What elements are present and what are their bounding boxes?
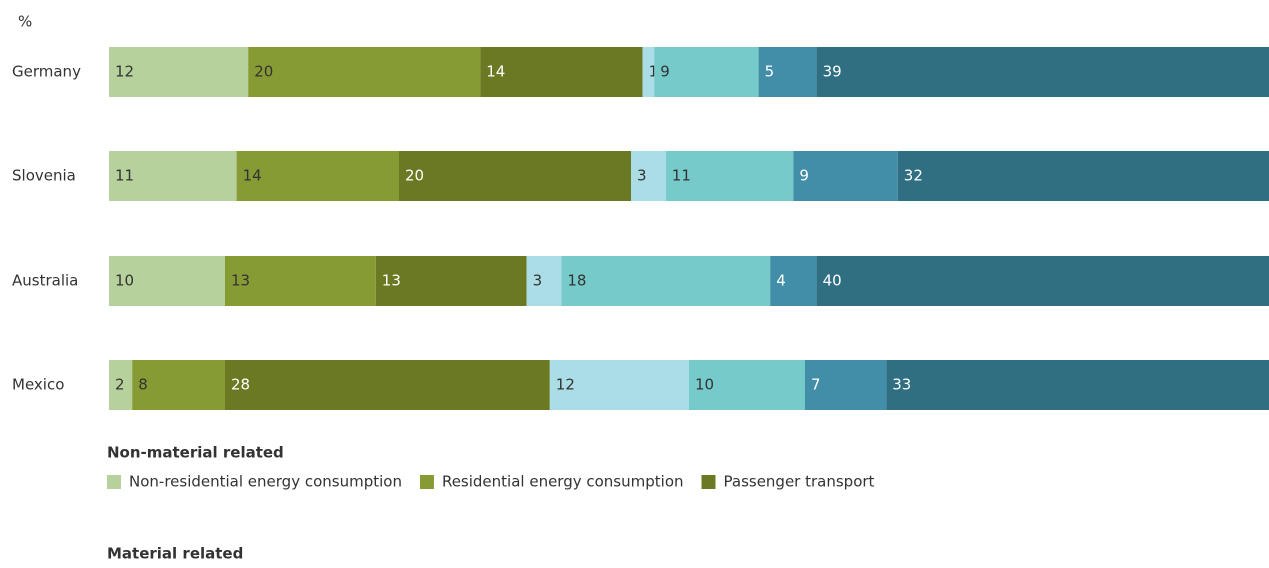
value-label: 39 <box>823 63 842 81</box>
value-label: 18 <box>567 272 586 290</box>
value-label: 4 <box>776 272 786 290</box>
bar-segment <box>689 360 805 410</box>
value-label: 33 <box>892 376 911 394</box>
value-label: 11 <box>672 167 691 185</box>
bar-segment <box>480 47 643 97</box>
value-label: 1 <box>649 63 659 81</box>
value-label: 11 <box>115 167 134 185</box>
axis-unit: % <box>18 13 32 31</box>
legend-label: Passenger transport <box>724 473 875 491</box>
value-label: 10 <box>115 272 134 290</box>
bar-segment <box>236 151 399 201</box>
legend-label: Non-residential energy consumption <box>129 473 402 491</box>
bar-segment <box>225 360 550 410</box>
value-label: 32 <box>904 167 923 185</box>
bar-segment <box>793 151 898 201</box>
bar-segment <box>375 256 527 306</box>
value-label: 14 <box>243 167 262 185</box>
legend-swatch <box>419 475 434 489</box>
value-label: 9 <box>660 63 670 81</box>
legend-label: Residential energy consumption <box>442 473 684 491</box>
bar-segment <box>897 151 1269 201</box>
value-label: 7 <box>811 376 821 394</box>
value-label: 13 <box>382 272 401 290</box>
value-label: 12 <box>556 376 575 394</box>
value-label: 8 <box>138 376 148 394</box>
bar-segment <box>816 47 1269 97</box>
bar-segment <box>561 256 771 306</box>
legend-swatch <box>701 475 716 489</box>
bar-segment <box>132 360 225 410</box>
bar-segment <box>109 360 133 410</box>
bar-segment <box>642 47 655 97</box>
bar-segment <box>758 47 817 97</box>
bar-segment <box>770 256 817 306</box>
value-label: 14 <box>486 63 505 81</box>
bar-segment <box>248 47 481 97</box>
bar-segment <box>654 47 759 97</box>
bar-segment <box>225 256 376 306</box>
value-label: 9 <box>799 167 809 185</box>
category-label: Slovenia <box>12 167 76 185</box>
value-label: 2 <box>115 376 125 394</box>
bar-segment <box>886 360 1269 410</box>
bar-segment <box>665 151 794 201</box>
value-label: 10 <box>695 376 714 394</box>
value-label: 5 <box>765 63 775 81</box>
value-label: 3 <box>637 167 647 185</box>
value-label: 20 <box>254 63 273 81</box>
bar-segment <box>805 360 887 410</box>
legend-swatch <box>107 475 121 489</box>
value-label: 40 <box>823 272 842 290</box>
bar-segment <box>399 151 631 201</box>
legend-group-title: Non-material related <box>107 444 284 462</box>
category-label: Mexico <box>12 376 64 394</box>
value-label: 20 <box>405 167 424 185</box>
bar-segment <box>109 151 237 201</box>
bar-segment <box>816 256 1269 306</box>
category-label: Australia <box>12 272 78 290</box>
bar-segment <box>549 360 689 410</box>
value-label: 12 <box>115 63 134 81</box>
bar-segment <box>109 256 225 306</box>
legend-group-title: Material related <box>107 545 243 563</box>
category-label: Germany <box>12 63 81 81</box>
bar-segment <box>526 256 562 306</box>
bar-segment <box>109 47 249 97</box>
value-label: 3 <box>533 272 543 290</box>
bar-segment <box>631 151 666 201</box>
value-label: 28 <box>231 376 250 394</box>
value-label: 13 <box>231 272 250 290</box>
